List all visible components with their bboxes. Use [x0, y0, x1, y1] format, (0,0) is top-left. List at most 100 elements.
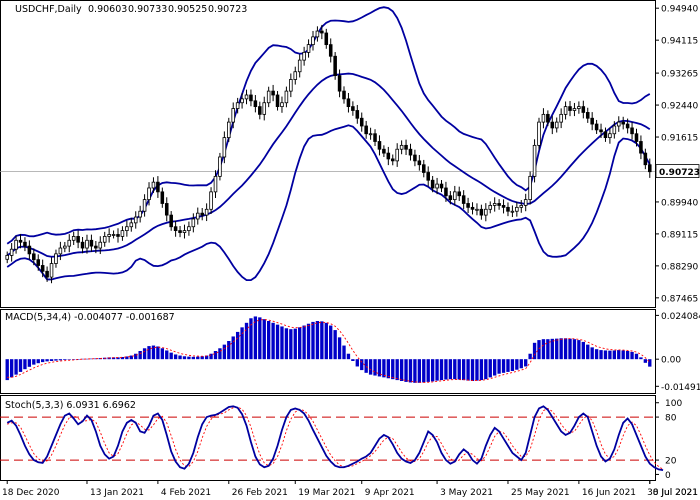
candle-body	[63, 245, 67, 249]
macd-histogram-bar	[422, 359, 426, 383]
macd-histogram-bar	[204, 355, 209, 360]
candle-body	[324, 32, 329, 46]
candle-body	[40, 265, 45, 272]
candle-body	[45, 270, 49, 278]
macd-histogram-bar	[515, 359, 519, 370]
macd-panel	[5, 316, 652, 383]
candle-body	[523, 199, 528, 206]
candle-body	[541, 113, 546, 123]
x-tick-label: 8 Jul 2021	[653, 488, 698, 498]
candle-body	[258, 106, 262, 115]
x-tick-label: 25 May 2021	[511, 488, 570, 498]
candle-body	[559, 113, 563, 123]
macd-histogram-bar	[408, 359, 413, 383]
candle-body	[648, 164, 652, 173]
x-tick-label: 26 Feb 2021	[232, 488, 288, 498]
candle-body	[337, 75, 342, 92]
macd-histogram-bar	[258, 317, 262, 360]
candle-body	[484, 208, 488, 216]
candle-body	[506, 206, 510, 212]
macd-histogram-bar	[89, 358, 94, 360]
candle-body	[222, 137, 227, 158]
candle-body	[302, 51, 306, 61]
candle-body	[528, 175, 532, 201]
candle-body	[169, 214, 173, 228]
candle-body	[9, 248, 14, 256]
macd-histogram-bar	[306, 323, 311, 360]
macd-histogram-bar	[275, 324, 280, 360]
stoch-header: Stoch(5,3,3) 6.0931 6.6962	[5, 400, 136, 411]
candle-body	[94, 245, 98, 249]
macd-histogram-bar	[27, 359, 32, 367]
macd-histogram-bar	[311, 321, 315, 360]
macd-histogram-bar	[169, 352, 173, 360]
candle-body	[204, 208, 209, 216]
candle-body	[546, 113, 550, 123]
candle-body	[359, 117, 364, 127]
macd-histogram-bar	[608, 350, 612, 360]
candle-body	[501, 205, 506, 208]
candle-body	[67, 239, 72, 247]
candle-body	[328, 44, 333, 57]
macd-histogram-bar	[590, 347, 594, 360]
macd-histogram-bar	[493, 359, 497, 376]
macd-histogram-bar	[63, 359, 67, 360]
candle-body	[160, 191, 165, 204]
candle-body	[532, 144, 537, 177]
candle-body	[187, 226, 191, 232]
macd-histogram-bar	[524, 359, 528, 367]
candle-body	[129, 222, 134, 228]
candle-body	[563, 106, 568, 115]
macd-histogram-bar	[346, 353, 351, 360]
candle-body	[417, 160, 422, 166]
macd-histogram-bar	[49, 359, 54, 361]
stoch-signal-line	[7, 406, 664, 470]
macd-tick-label: 0.00	[661, 356, 681, 366]
macd-histogram-bar	[320, 321, 324, 360]
macd-histogram-bar	[528, 353, 532, 360]
candle-body	[76, 236, 80, 243]
price-header-close: 0.90723	[208, 4, 247, 15]
candle-body	[475, 208, 479, 211]
candle-body	[58, 247, 63, 255]
candle-body	[404, 144, 408, 150]
candle-body	[54, 253, 58, 264]
candle-body	[102, 236, 107, 243]
macd-histogram-bar	[634, 353, 639, 360]
macd-tick-label: 0.024084	[661, 312, 700, 322]
candle-body	[182, 230, 187, 233]
candle-body	[519, 205, 524, 208]
bollinger-middle-band	[6, 72, 651, 258]
candle-body	[315, 30, 320, 38]
price-tick-label: 0.92440	[661, 102, 698, 112]
x-tick-label: 4 Feb 2021	[161, 488, 211, 498]
macd-histogram-bar	[568, 338, 572, 360]
price-panel-frame	[0, 0, 656, 308]
macd-histogram-bar	[151, 345, 156, 360]
candle-body	[231, 108, 235, 123]
candle-body	[355, 110, 360, 119]
macd-histogram-bar	[506, 359, 510, 372]
candle-body	[218, 156, 222, 177]
candle-body	[253, 100, 258, 108]
macd-histogram-bar	[501, 359, 506, 373]
macd-histogram-bar	[125, 356, 129, 360]
candle-body	[116, 234, 120, 237]
price-tick-label: 0.93265	[661, 70, 698, 80]
candle-body	[634, 133, 639, 142]
candle-body	[572, 108, 577, 111]
candle-body	[399, 144, 404, 150]
candle-body	[368, 133, 373, 136]
macd-histogram-bar	[457, 359, 461, 380]
macd-histogram-bar	[617, 350, 621, 360]
macd-histogram-bar	[85, 358, 89, 360]
candle-body	[89, 239, 94, 247]
macd-histogram-bar	[76, 359, 80, 360]
candle-body	[430, 179, 435, 189]
macd-histogram-bar	[302, 325, 306, 360]
macd-histogram-bar	[284, 328, 289, 360]
macd-histogram-bar	[187, 356, 191, 360]
candle-body	[151, 181, 156, 189]
macd-histogram-bar	[439, 359, 444, 381]
candle-body	[608, 133, 612, 139]
